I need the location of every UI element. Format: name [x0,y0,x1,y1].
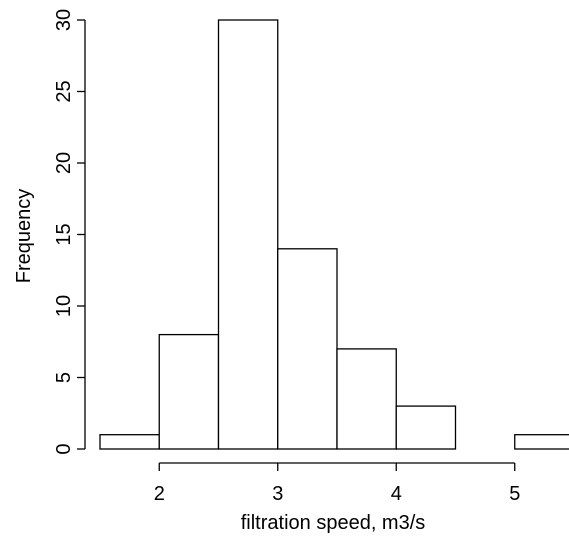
x-tick-label: 5 [509,483,520,505]
y-tick-label: 30 [53,9,75,31]
x-tick-label: 4 [391,483,402,505]
x-axis: 2 3 4 5 [154,462,520,505]
y-tick-label: 25 [53,80,75,102]
y-tick-label: 0 [53,443,75,454]
histogram-bars [99,19,569,450]
histogram-bar [99,434,160,450]
histogram-bar [395,405,457,450]
y-tick-label: 20 [53,152,75,174]
histogram-bar [277,248,338,450]
histogram-bar [217,19,279,450]
y-tick-label: 10 [53,295,75,317]
x-tick-label: 2 [154,483,165,505]
histogram-bar [158,333,220,450]
y-axis: 0 5 10 15 20 25 30 [53,9,86,455]
histogram-bar [514,434,569,450]
y-tick-label: 5 [53,372,75,383]
y-tick-label: 15 [53,223,75,245]
y-axis-label: Frequency [13,189,35,284]
histogram-bar [336,348,397,450]
x-axis-label: filtration speed, m3/s [241,512,426,534]
x-tick-label: 3 [272,483,283,505]
